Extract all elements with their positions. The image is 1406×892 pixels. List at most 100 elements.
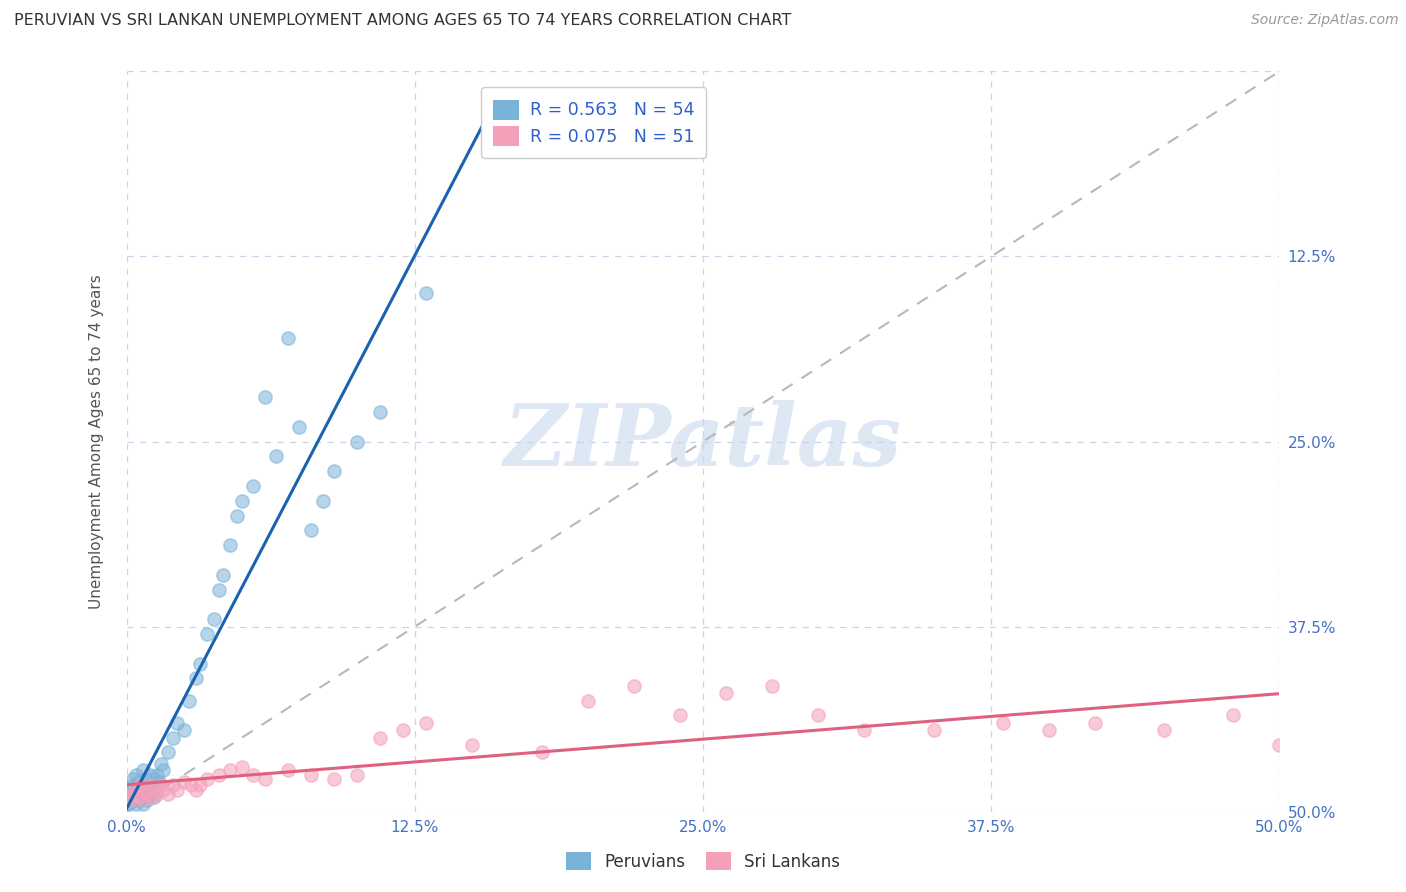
Point	[136, 793, 159, 807]
Point	[131, 764, 153, 778]
Point	[323, 464, 346, 478]
Point	[219, 764, 242, 778]
Y-axis label: Unemployment Among Ages 65 to 74 years: Unemployment Among Ages 65 to 74 years	[90, 274, 104, 609]
Point	[127, 775, 149, 789]
Point	[131, 793, 153, 807]
Point	[166, 782, 188, 797]
Point	[288, 419, 311, 434]
Point	[991, 715, 1014, 730]
Point	[129, 793, 152, 807]
Point	[150, 757, 173, 772]
Point	[299, 524, 322, 538]
Point	[118, 797, 141, 812]
Point	[150, 778, 173, 792]
Point	[138, 778, 160, 792]
Point	[152, 764, 174, 778]
Point	[148, 775, 170, 789]
Point	[219, 538, 242, 552]
Point	[125, 782, 148, 797]
Point	[162, 731, 184, 745]
Point	[922, 723, 945, 738]
Point	[145, 787, 167, 801]
Point	[122, 787, 145, 801]
Point	[141, 789, 163, 804]
Point	[226, 508, 249, 523]
Legend: Peruvians, Sri Lankans: Peruvians, Sri Lankans	[558, 844, 848, 880]
Point	[346, 767, 368, 781]
Point	[125, 797, 148, 812]
Point	[208, 767, 231, 781]
Point	[120, 793, 142, 807]
Point	[231, 760, 253, 774]
Point	[134, 789, 156, 804]
Point	[299, 767, 322, 781]
Point	[1038, 723, 1060, 738]
Point	[266, 450, 288, 464]
Point	[120, 782, 142, 797]
Legend: R = 0.563   N = 54, R = 0.075   N = 51: R = 0.563 N = 54, R = 0.075 N = 51	[481, 87, 706, 158]
Point	[184, 782, 207, 797]
Point	[277, 764, 299, 778]
Point	[853, 723, 876, 738]
Point	[136, 778, 159, 792]
Point	[127, 789, 149, 804]
Point	[195, 627, 218, 641]
Point	[131, 797, 153, 812]
Text: Source: ZipAtlas.com: Source: ZipAtlas.com	[1251, 13, 1399, 28]
Point	[145, 767, 167, 781]
Point	[129, 778, 152, 792]
Point	[623, 679, 645, 693]
Point	[157, 746, 180, 760]
Point	[311, 493, 333, 508]
Point	[761, 679, 783, 693]
Point	[368, 405, 391, 419]
Point	[173, 723, 195, 738]
Point	[177, 694, 200, 708]
Point	[134, 772, 156, 786]
Point	[530, 746, 553, 760]
Point	[131, 782, 153, 797]
Point	[323, 772, 346, 786]
Point	[188, 657, 211, 671]
Point	[143, 782, 166, 797]
Point	[122, 772, 145, 786]
Point	[166, 715, 188, 730]
Point	[125, 787, 148, 801]
Point	[415, 715, 437, 730]
Point	[368, 731, 391, 745]
Point	[138, 767, 160, 781]
Point	[122, 778, 145, 792]
Point	[127, 789, 149, 804]
Point	[180, 778, 202, 792]
Point	[346, 434, 368, 449]
Point	[212, 567, 235, 582]
Point	[461, 738, 484, 752]
Point	[277, 331, 299, 345]
Point	[1222, 708, 1244, 723]
Point	[188, 778, 211, 792]
Point	[576, 694, 599, 708]
Point	[157, 787, 180, 801]
Point	[162, 778, 184, 792]
Point	[184, 672, 207, 686]
Point	[714, 686, 737, 700]
Point	[807, 708, 830, 723]
Point	[1084, 715, 1107, 730]
Point	[253, 772, 276, 786]
Point	[195, 772, 218, 786]
Point	[125, 767, 148, 781]
Point	[415, 286, 437, 301]
Point	[202, 612, 225, 626]
Point	[1268, 738, 1291, 752]
Point	[1153, 723, 1175, 738]
Point	[152, 782, 174, 797]
Point	[173, 775, 195, 789]
Point	[134, 782, 156, 797]
Point	[129, 778, 152, 792]
Point	[242, 767, 264, 781]
Point	[231, 493, 253, 508]
Point	[138, 787, 160, 801]
Point	[136, 787, 159, 801]
Point	[143, 772, 166, 786]
Point	[669, 708, 692, 723]
